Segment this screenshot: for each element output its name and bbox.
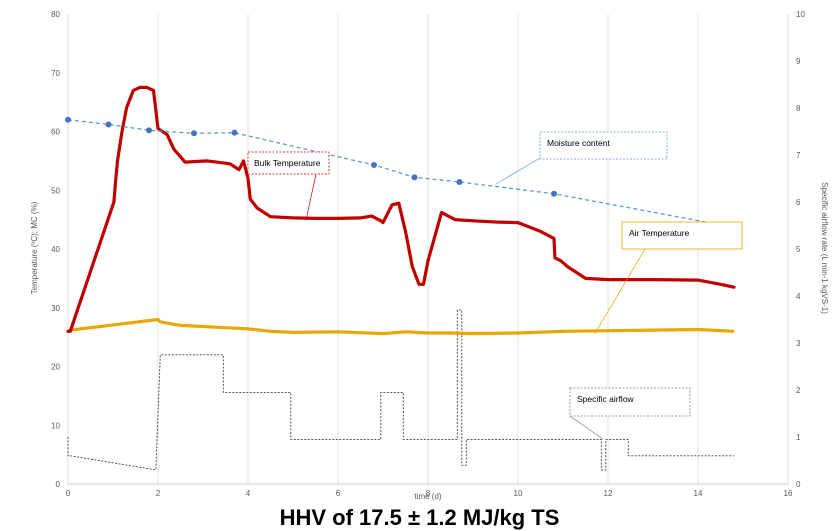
moisture-content-point [231,129,238,136]
annotation-bulk-temperature: Bulk Temperature [247,151,330,175]
y-tick-label: 20 [51,363,60,372]
connector-bulk-temperature [306,173,317,218]
annotation-label: Bulk Temperature [254,158,321,168]
series-air-temperature [67,317,735,336]
y2-tick-label: 0 [796,480,801,489]
y-tick-label: 50 [51,186,60,195]
y-tick-label: 10 [51,421,60,430]
annotation-specific-airflow: Specific airflow [569,387,691,417]
connector-air-temperature [594,248,646,335]
y-tick-label: 30 [51,304,60,313]
y2-tick-label: 2 [796,386,801,395]
y2-tick-label: 5 [796,245,801,254]
y-tick-label: 40 [51,245,60,254]
annotation-label: Moisture content [547,138,610,148]
moisture-content-point [411,174,418,181]
connector-moisture-content [495,157,541,185]
moisture-content-line [67,119,735,228]
chart-caption: HHV of 17.5 ± 1.2 MJ/kg TS [279,505,560,530]
x-tick-label: 14 [694,489,703,498]
moisture-content-point [65,116,71,123]
y-tick-label: 60 [51,128,60,137]
annotation-air-temperature: Air Temperature [621,221,743,250]
x-tick-label: 6 [336,489,341,498]
x-tick-label: 16 [784,489,793,498]
y2-tick-label: 6 [796,198,801,207]
y2-tick-label: 4 [796,292,801,301]
x-axis-title: time (d) [414,492,441,501]
axis-baseline [67,14,788,485]
annotation-box [621,221,743,250]
x-tick-labels: 0 2 4 6 8 10 12 14 16 [66,489,793,498]
annotation-box [247,151,330,175]
annotation-box [539,131,668,160]
y2-tick-label: 1 [796,433,801,442]
x-tick-label: 4 [246,489,251,498]
connector-specific-airflow [569,415,604,440]
annotation-label: Specific airflow [577,394,635,404]
grid-lines [157,14,789,484]
series-specific-airflow [67,309,734,471]
x-tick-label: 0 [66,489,71,498]
y2-tick-label: 8 [796,104,801,113]
annotation-connectors [306,157,646,440]
moisture-content-point [371,161,377,168]
annotation-moisture-content: Moisture content [539,131,668,160]
airflow-line [67,309,734,471]
y-tick-label: 80 [51,10,60,19]
y2-tick-labels: 0 1 2 3 4 5 6 7 8 9 10 [796,10,805,489]
y2-tick-label: 7 [796,151,801,160]
moisture-content-point [551,190,557,197]
annotation-box [569,387,691,417]
annotation-label: Air Temperature [629,228,690,238]
bulk-temperature-line [66,85,736,333]
moisture-content-point [191,130,197,137]
moisture-content-point [456,179,463,186]
moisture-content-point [146,127,152,134]
y-tick-labels: 0 10 20 30 40 50 60 70 80 [51,10,60,489]
x-tick-label: 8 [426,489,431,498]
y-axis-title: Temperature (ºC); MC (%) [30,201,39,294]
y2-tick-label: 9 [796,57,801,66]
y-tick-label: 70 [51,69,60,78]
moisture-content-point [105,121,112,128]
air-temperature-line [67,317,735,336]
y2-axis-title: Specific airflow rate (L min-1 kgVS-1) [820,182,829,314]
x-tick-label: 12 [604,489,613,498]
y2-tick-label: 3 [796,339,801,348]
series-bulk-temperature [66,85,736,333]
x-tick-label: 2 [156,489,161,498]
y2-tick-label: 10 [796,10,805,19]
x-tick-label: 10 [514,489,523,498]
y-tick-label: 0 [56,480,61,489]
